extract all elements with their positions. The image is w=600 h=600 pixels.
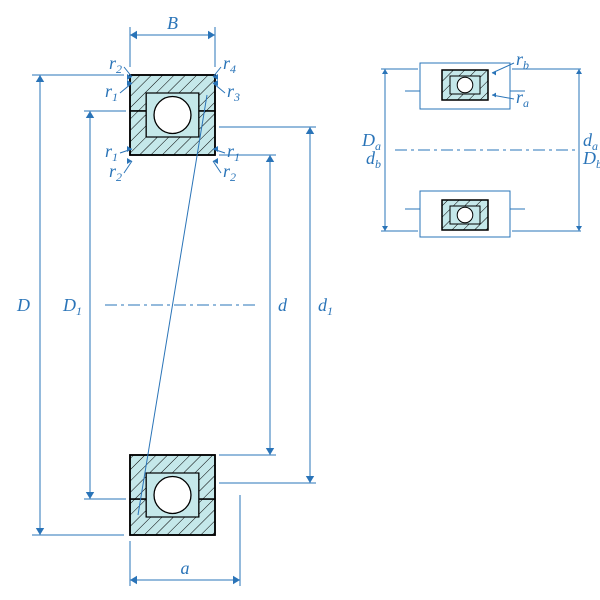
label-r4: r4 xyxy=(223,53,236,76)
label-a: a xyxy=(181,558,190,578)
main-cross-section: Br2r4r1r3r1r1r2r2DD1dd1a xyxy=(16,13,333,586)
label-r1-tl: r1 xyxy=(105,81,118,104)
label-r2-br: r2 xyxy=(223,161,236,184)
label-ra: ra xyxy=(516,87,529,110)
label-d1: d1 xyxy=(318,295,333,318)
label-r3: r3 xyxy=(227,81,240,104)
label-r2-top: r2 xyxy=(109,53,122,76)
label-d: d xyxy=(278,295,288,315)
label-D: D xyxy=(16,295,30,315)
label-rb: rb xyxy=(516,49,529,72)
inset-mounting-view: DadbdaDbrbra xyxy=(361,49,600,237)
label-D1: D1 xyxy=(62,295,82,318)
label-r2-bl: r2 xyxy=(109,161,122,184)
label-B: B xyxy=(167,13,178,33)
